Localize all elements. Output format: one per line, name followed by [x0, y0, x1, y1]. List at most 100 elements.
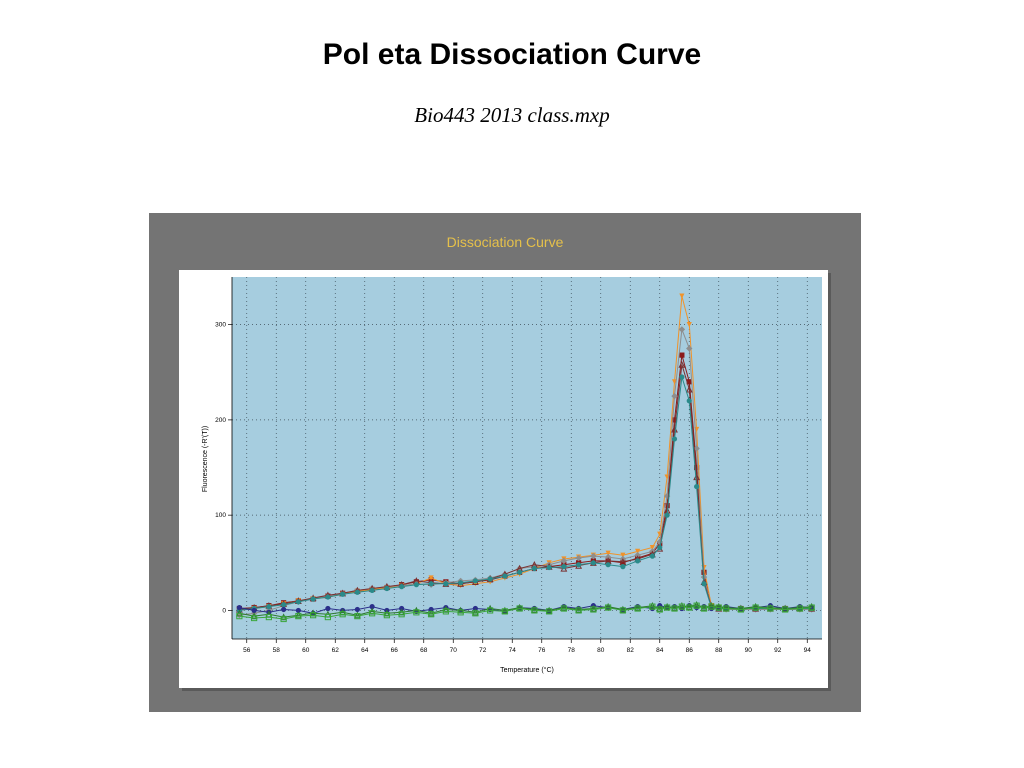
- series-point: [605, 562, 611, 568]
- series-point: [663, 602, 671, 610]
- series-point: [487, 607, 494, 614]
- series-point: [679, 352, 685, 358]
- series-point: [737, 604, 745, 612]
- y-tick-label: 0: [222, 607, 226, 614]
- series-point: [280, 613, 288, 621]
- x-tick-label: 84: [656, 647, 664, 654]
- series-point: [723, 605, 730, 612]
- series-point: [412, 606, 420, 614]
- series-point: [325, 605, 331, 612]
- series-point: [649, 603, 656, 610]
- series-point: [679, 374, 685, 380]
- series-point: [605, 604, 612, 611]
- series-point: [369, 610, 376, 617]
- series-point: [442, 608, 449, 615]
- x-tick-label: 56: [243, 647, 251, 654]
- series-point: [399, 584, 405, 590]
- series-point: [708, 603, 715, 610]
- y-tick-label: 300: [215, 322, 226, 329]
- y-tick-label: 200: [215, 417, 226, 424]
- series-point: [671, 436, 678, 442]
- series-point: [808, 602, 816, 610]
- slide-title: Pol eta Dissociation Curve: [322, 38, 702, 71]
- series-point: [325, 594, 331, 600]
- x-tick-label: 68: [420, 647, 428, 654]
- series-point: [671, 392, 678, 400]
- series-point: [685, 385, 693, 393]
- series-point: [694, 483, 700, 490]
- x-tick-label: 72: [479, 647, 487, 654]
- series-point: [294, 611, 302, 619]
- x-tick-label: 62: [332, 647, 340, 654]
- axes: 56 58 60 62 64 66 68 70 72 74 76 78 80 82 84 86 88 90 92 94…: [215, 277, 822, 654]
- series-point: [590, 560, 596, 566]
- series-point: [752, 602, 760, 610]
- series-point: [339, 611, 346, 618]
- series-point: [310, 612, 317, 619]
- series-point: [715, 602, 723, 610]
- series-point: [458, 580, 464, 586]
- series-point: [664, 512, 670, 518]
- series-point: [693, 445, 700, 452]
- series-point: [694, 464, 700, 471]
- dissociation-chart: Dissociation Curve 56 58 60 62 64 66 68 70 72 74 7…: [179, 234, 831, 691]
- plot-area: [232, 277, 822, 639]
- series-point: [368, 607, 376, 615]
- x-tick-label: 86: [686, 647, 694, 654]
- series-point: [693, 602, 700, 609]
- series-point: [472, 610, 479, 617]
- series-point: [472, 605, 478, 612]
- series-point: [354, 589, 360, 595]
- series-point: [531, 565, 537, 572]
- series-point: [575, 554, 582, 562]
- x-tick-label: 88: [715, 647, 723, 654]
- series-point: [353, 611, 361, 619]
- series-point: [620, 560, 626, 566]
- series-point: [604, 553, 612, 561]
- series-point: [295, 613, 302, 620]
- series-point: [560, 557, 568, 565]
- series-point: [340, 591, 346, 597]
- series-point: [767, 605, 774, 612]
- x-tick-label: 94: [804, 647, 812, 654]
- series-point: [671, 603, 678, 611]
- series-point: [575, 605, 583, 613]
- x-tick-label: 80: [597, 647, 605, 654]
- series-point: [649, 544, 655, 551]
- series-point: [656, 606, 663, 613]
- series-point: [398, 608, 406, 616]
- series-point: [686, 345, 693, 352]
- x-tick-label: 78: [568, 647, 576, 654]
- x-tick-label: 58: [273, 647, 281, 654]
- chart-title: Dissociation Curve: [447, 234, 564, 250]
- series-point: [502, 573, 508, 579]
- series-point: [796, 603, 804, 611]
- series-point: [619, 605, 627, 613]
- series-point: [531, 607, 538, 614]
- x-tick-label: 76: [538, 647, 546, 654]
- series-point: [766, 603, 774, 611]
- series-point: [678, 601, 686, 609]
- series-point: [686, 379, 692, 385]
- series-point: [657, 544, 663, 551]
- series-point: [457, 609, 464, 616]
- series-point: [752, 604, 759, 611]
- series-point: [354, 606, 360, 613]
- series-point: [251, 607, 257, 614]
- series-point: [501, 606, 509, 614]
- series-point: [442, 605, 450, 613]
- series-point: [619, 607, 626, 614]
- series-point: [715, 604, 722, 611]
- series-point: [428, 606, 434, 613]
- series-point: [310, 596, 316, 602]
- series-point: [516, 603, 524, 611]
- series-point: [530, 605, 538, 613]
- series-point: [707, 601, 715, 609]
- series-point: [737, 606, 744, 613]
- series-point: [295, 599, 301, 605]
- series-point: [384, 585, 390, 592]
- series-point: [678, 360, 686, 368]
- slide-subtitle: Bio443 2013 class.mxp: [414, 103, 610, 127]
- series-point: [590, 606, 597, 613]
- series-point: [309, 609, 317, 617]
